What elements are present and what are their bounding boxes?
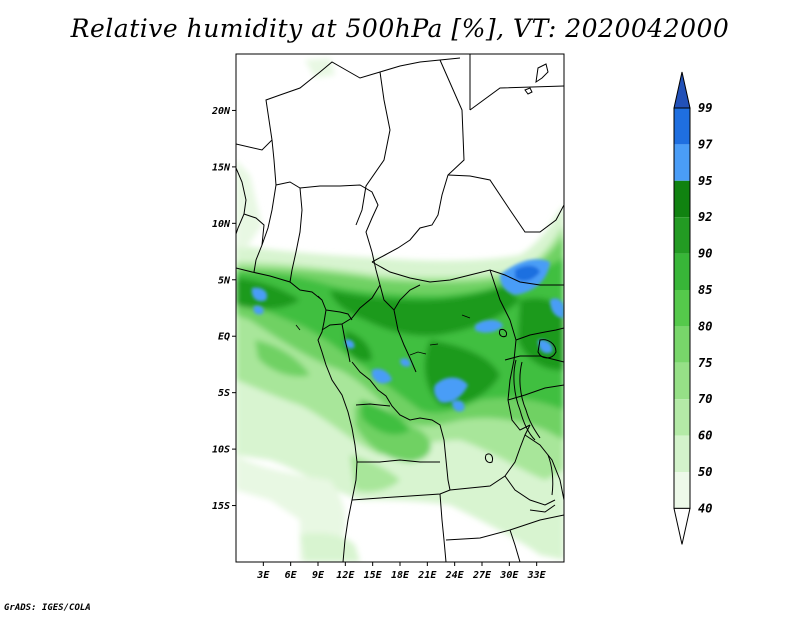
latitude-axis: 20N 15N 10N 5N EQ 5S 10S 15S [211,106,236,512]
colorbar-segment [674,253,690,290]
map-title: Relative humidity at 500hPa [%], VT: 202… [70,14,730,43]
colorbar-label: 75 [698,356,712,370]
colorbar-label: 70 [698,392,712,406]
lon-tick-label: 12E [336,570,355,581]
lat-tick-label: 15N [212,162,231,173]
colorbar-segment [674,435,690,472]
colorbar-segment [674,399,690,436]
lon-tick-label: 18E [391,570,410,581]
colorbar-segment [674,472,690,509]
lat-tick-label: EQ [218,332,230,343]
lon-tick-label: 21E [417,570,437,581]
humidity-field [236,58,564,562]
colorbar-label: 40 [698,501,712,515]
lat-tick-label: 10N [212,219,231,230]
colorbar: 99 97 95 92 90 85 80 75 70 60 50 40 [673,71,713,545]
lat-tick-label: 15S [212,501,230,512]
footer-credit: GrADS: IGES/COLA [4,603,91,613]
colorbar-bottom-arrow [673,507,691,545]
lon-tick-label: 15E [364,570,383,581]
rivers [295,295,471,356]
longitude-axis: 3E 6E 9E 12E 15E 18E 21E 24E 27E 30E 33E [256,562,547,581]
colorbar-label: 60 [698,429,712,443]
colorbar-segment [674,180,690,218]
lon-tick-label: 3E [256,570,270,581]
colorbar-segment [674,144,690,181]
colorbar-segment [674,362,690,400]
colorbar-label: 95 [698,174,712,188]
lat-tick-label: 20N [211,106,231,117]
lat-tick-label: 5S [218,388,230,399]
colorbar-label: 85 [698,283,712,297]
colorbar-segment [674,326,690,363]
lon-tick-label: 33E [527,570,547,581]
lon-tick-label: 30E [499,570,519,581]
lon-tick-label: 6E [285,570,298,581]
lat-tick-label: 5N [218,275,231,286]
colorbar-segment [674,290,690,327]
lon-tick-label: 24E [445,570,465,581]
lon-tick-label: 27E [472,570,492,581]
colorbar-label: 97 [698,137,713,151]
colorbar-label: 99 [698,101,712,115]
colorbar-segment [674,217,690,254]
colorbar-label: 92 [698,210,712,224]
colorbar-label: 90 [698,247,712,261]
colorbar-label: 80 [698,319,712,333]
lon-tick-label: 9E [312,570,325,581]
colorbar-segment [674,108,690,145]
country-borders [236,54,564,562]
colorbar-top-arrow [673,71,691,109]
colorbar-label: 50 [698,465,712,479]
lat-tick-label: 10S [212,445,230,456]
